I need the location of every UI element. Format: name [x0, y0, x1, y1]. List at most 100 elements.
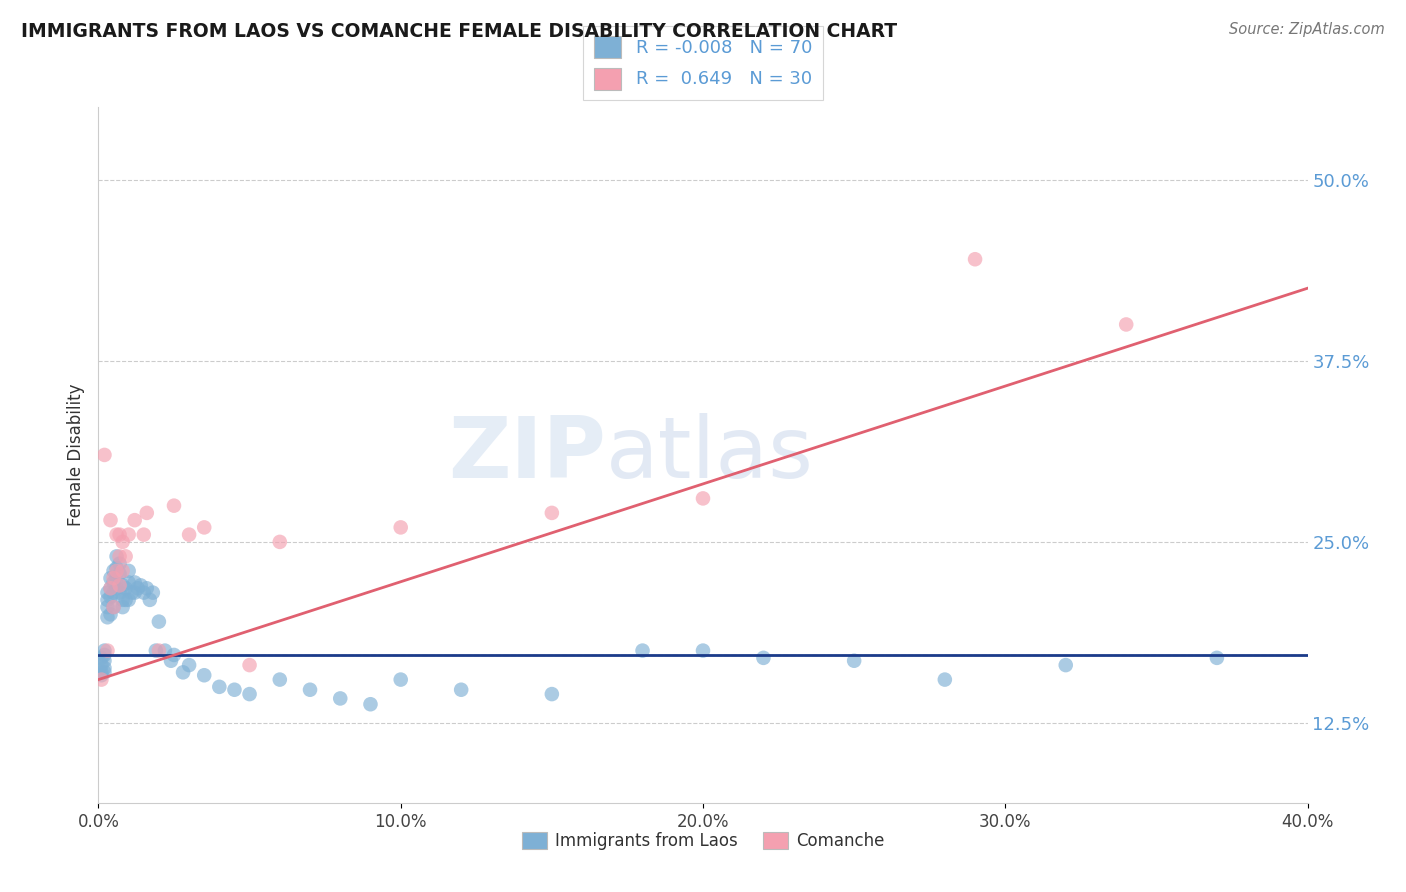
Point — [105, 549, 128, 564]
Point — [239, 658, 262, 673]
Point — [540, 506, 562, 520]
Point — [96, 593, 118, 607]
Point — [93, 448, 115, 462]
Point — [108, 527, 131, 541]
Point — [179, 658, 201, 673]
Point — [114, 593, 136, 607]
Point — [450, 682, 472, 697]
Point — [224, 682, 246, 697]
Point — [93, 648, 115, 662]
Point — [108, 578, 131, 592]
Point — [148, 615, 170, 629]
Point — [139, 593, 162, 607]
Point — [114, 582, 136, 596]
Point — [105, 582, 128, 596]
Point — [299, 682, 322, 697]
Point — [239, 687, 262, 701]
Point — [111, 564, 134, 578]
Point — [105, 571, 128, 585]
Point — [96, 610, 118, 624]
Point — [103, 600, 125, 615]
Point — [93, 643, 115, 657]
Point — [934, 673, 956, 687]
Point — [129, 578, 152, 592]
Point — [160, 654, 183, 668]
Point — [153, 643, 176, 657]
Point — [103, 575, 125, 590]
Point — [103, 600, 125, 615]
Point — [111, 600, 134, 615]
Point — [100, 571, 122, 585]
Point — [145, 643, 167, 657]
Y-axis label: Female Disability: Female Disability — [66, 384, 84, 526]
Point — [631, 643, 654, 657]
Point — [118, 527, 141, 541]
Point — [132, 585, 155, 599]
Point — [692, 643, 714, 657]
Point — [111, 535, 134, 549]
Point — [965, 252, 987, 267]
Legend: Immigrants from Laos, Comanche: Immigrants from Laos, Comanche — [515, 826, 891, 857]
Point — [148, 643, 170, 657]
Point — [389, 520, 412, 534]
Point — [132, 527, 155, 541]
Point — [93, 654, 115, 668]
Point — [118, 575, 141, 590]
Point — [269, 673, 291, 687]
Point — [100, 513, 122, 527]
Point — [103, 571, 125, 585]
Point — [172, 665, 194, 680]
Point — [692, 491, 714, 506]
Point — [108, 566, 131, 581]
Point — [389, 673, 412, 687]
Point — [90, 673, 112, 687]
Point — [118, 564, 141, 578]
Point — [208, 680, 231, 694]
Text: atlas: atlas — [606, 413, 814, 497]
Point — [540, 687, 562, 701]
Point — [105, 564, 128, 578]
Text: ZIP: ZIP — [449, 413, 606, 497]
Point — [193, 668, 215, 682]
Point — [127, 582, 149, 596]
Point — [108, 557, 131, 571]
Point — [93, 661, 115, 675]
Point — [121, 585, 143, 599]
Point — [124, 585, 146, 599]
Point — [111, 578, 134, 592]
Point — [1206, 651, 1229, 665]
Point — [111, 593, 134, 607]
Point — [269, 535, 291, 549]
Point — [118, 593, 141, 607]
Point — [135, 582, 157, 596]
Point — [90, 658, 112, 673]
Point — [142, 585, 165, 599]
Point — [90, 651, 112, 665]
Point — [103, 564, 125, 578]
Point — [100, 607, 122, 622]
Point — [105, 561, 128, 575]
Point — [103, 585, 125, 599]
Point — [100, 582, 122, 596]
Point — [114, 549, 136, 564]
Point — [193, 520, 215, 534]
Point — [1115, 318, 1137, 332]
Point — [1054, 658, 1077, 673]
Point — [844, 654, 866, 668]
Point — [96, 600, 118, 615]
Point — [360, 698, 382, 712]
Point — [96, 643, 118, 657]
Text: IMMIGRANTS FROM LAOS VS COMANCHE FEMALE DISABILITY CORRELATION CHART: IMMIGRANTS FROM LAOS VS COMANCHE FEMALE … — [21, 22, 897, 41]
Text: Source: ZipAtlas.com: Source: ZipAtlas.com — [1229, 22, 1385, 37]
Point — [90, 665, 112, 680]
Point — [96, 585, 118, 599]
Point — [135, 506, 157, 520]
Point — [163, 648, 186, 662]
Point — [179, 527, 201, 541]
Point — [93, 665, 115, 680]
Point — [752, 651, 775, 665]
Point — [124, 513, 146, 527]
Point — [108, 585, 131, 599]
Point — [100, 582, 122, 596]
Point — [163, 499, 186, 513]
